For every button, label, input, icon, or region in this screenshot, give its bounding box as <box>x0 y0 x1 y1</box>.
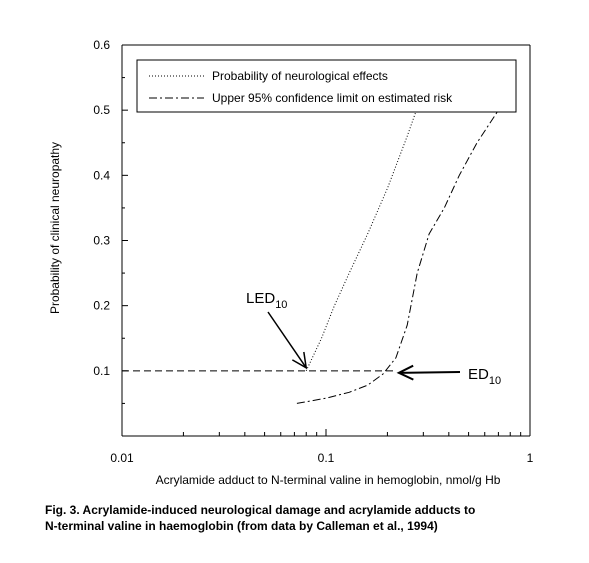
y-tick-label: 0.1 <box>93 364 110 378</box>
legend-box <box>136 59 517 113</box>
caption-line-2: N-terminal valine in haemoglobin (from d… <box>45 519 438 533</box>
arrow-shaft <box>267 311 307 369</box>
annotation-led10: LED10 <box>246 290 287 311</box>
legend-label-probability: Probability of neurological effects <box>212 69 388 83</box>
x-axis-ticks: 0.01 0.1 1 <box>110 429 534 465</box>
chart-figure: 0.1 0.2 0.3 0.4 0.5 0.6 0.01 0.1 1 Acrylamide a… <box>48 38 534 487</box>
y-tick-label: 0.5 <box>93 103 110 117</box>
y-tick-label: 0.6 <box>93 38 110 52</box>
x-tick-label: 0.1 <box>318 451 335 465</box>
series-layer <box>296 90 499 404</box>
caption-line-1: Fig. 3. Acrylamide-induced neurological … <box>45 503 476 517</box>
x-tick-label: 0.01 <box>110 451 134 465</box>
y-axis-ticks: 0.1 0.2 0.3 0.4 0.5 0.6 <box>93 38 128 404</box>
series-line-probability <box>305 90 424 372</box>
annotation-ed10-arrow <box>396 364 461 381</box>
x-tick-label: 1 <box>527 451 534 465</box>
y-axis-title: Probability of clinical neuropathy <box>48 142 62 314</box>
arrow-head <box>291 351 308 370</box>
annotation-led10-arrow <box>267 311 308 370</box>
y-tick-label: 0.2 <box>93 299 110 313</box>
figure-caption: Fig. 3. Acrylamide-induced neurological … <box>45 502 575 534</box>
annotation-ed10: ED10 <box>468 366 501 387</box>
y-tick-label: 0.3 <box>93 234 110 248</box>
arrow-shaft <box>398 371 461 374</box>
series-line-upper-95-limit <box>296 109 499 404</box>
arrow-head <box>396 364 414 381</box>
y-tick-label: 0.4 <box>93 168 110 182</box>
x-axis-title: Acrylamide adduct to N-terminal valine i… <box>156 473 501 487</box>
legend-label-upper-limit: Upper 95% confidence limit on estimated … <box>212 91 453 105</box>
